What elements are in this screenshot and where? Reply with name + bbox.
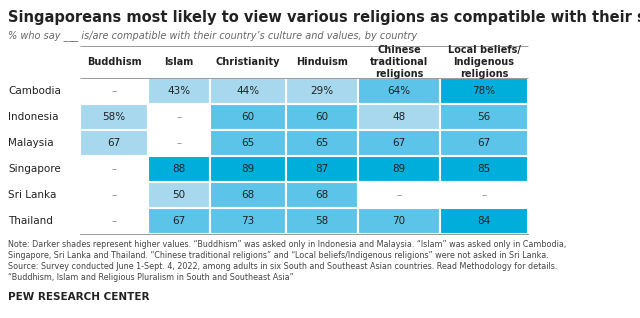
Bar <box>440 104 528 130</box>
Bar <box>210 78 286 104</box>
Text: 44%: 44% <box>236 86 260 96</box>
Text: 29%: 29% <box>310 86 333 96</box>
Text: 89: 89 <box>392 164 406 174</box>
Bar <box>440 208 528 234</box>
Bar <box>358 104 440 130</box>
Text: 67: 67 <box>172 216 186 226</box>
Bar <box>80 78 148 104</box>
Bar <box>358 208 440 234</box>
Text: –: – <box>177 112 182 122</box>
Text: Note: Darker shades represent higher values. “Buddhism” was asked only in Indone: Note: Darker shades represent higher val… <box>8 240 566 282</box>
Bar <box>286 104 358 130</box>
Bar <box>210 208 286 234</box>
Text: 64%: 64% <box>387 86 411 96</box>
Bar <box>210 130 286 156</box>
Bar <box>148 156 210 182</box>
Text: Islam: Islam <box>164 57 194 67</box>
Bar <box>80 104 148 130</box>
Text: 78%: 78% <box>472 86 495 96</box>
Text: 65: 65 <box>241 138 255 148</box>
Text: –: – <box>481 190 486 200</box>
Text: –: – <box>111 216 116 226</box>
Text: –: – <box>111 190 116 200</box>
Text: Indonesia: Indonesia <box>8 112 58 122</box>
Text: 67: 67 <box>108 138 120 148</box>
Text: –: – <box>111 164 116 174</box>
Text: 89: 89 <box>241 164 255 174</box>
Bar <box>286 208 358 234</box>
Text: 58: 58 <box>316 216 328 226</box>
Text: 58%: 58% <box>102 112 125 122</box>
Bar <box>80 208 148 234</box>
Bar <box>358 156 440 182</box>
Text: –: – <box>396 190 402 200</box>
Text: 65: 65 <box>316 138 328 148</box>
Text: Hinduism: Hinduism <box>296 57 348 67</box>
Bar <box>286 130 358 156</box>
Text: 70: 70 <box>392 216 406 226</box>
Text: –: – <box>111 86 116 96</box>
Bar <box>440 156 528 182</box>
Text: 67: 67 <box>477 138 491 148</box>
Text: 73: 73 <box>241 216 255 226</box>
Text: 85: 85 <box>477 164 491 174</box>
Text: 60: 60 <box>316 112 328 122</box>
Text: PEW RESEARCH CENTER: PEW RESEARCH CENTER <box>8 292 150 302</box>
Bar <box>210 104 286 130</box>
Text: 88: 88 <box>172 164 186 174</box>
Bar <box>358 78 440 104</box>
Text: Christianity: Christianity <box>216 57 280 67</box>
Text: Singaporeans most likely to view various religions as compatible with their soci: Singaporeans most likely to view various… <box>8 10 640 25</box>
Bar <box>440 130 528 156</box>
Text: 87: 87 <box>316 164 328 174</box>
Bar <box>148 104 210 130</box>
Bar <box>286 78 358 104</box>
Text: 50: 50 <box>172 190 186 200</box>
Bar <box>80 182 148 208</box>
Bar <box>80 156 148 182</box>
Text: 56: 56 <box>477 112 491 122</box>
Text: Thailand: Thailand <box>8 216 53 226</box>
Text: 84: 84 <box>477 216 491 226</box>
Bar <box>358 130 440 156</box>
Text: 67: 67 <box>392 138 406 148</box>
Bar <box>80 130 148 156</box>
Text: Malaysia: Malaysia <box>8 138 54 148</box>
Text: 68: 68 <box>241 190 255 200</box>
Text: 48: 48 <box>392 112 406 122</box>
Bar <box>440 78 528 104</box>
Bar <box>440 182 528 208</box>
Text: Singapore: Singapore <box>8 164 61 174</box>
Text: 68: 68 <box>316 190 328 200</box>
Text: Local beliefs/
Indigenous
religions: Local beliefs/ Indigenous religions <box>447 45 520 79</box>
Bar <box>148 208 210 234</box>
Bar <box>210 182 286 208</box>
Bar <box>148 130 210 156</box>
Text: Sri Lanka: Sri Lanka <box>8 190 56 200</box>
Text: –: – <box>177 138 182 148</box>
Bar <box>148 78 210 104</box>
Bar <box>148 182 210 208</box>
Text: Buddhism: Buddhism <box>86 57 141 67</box>
Bar <box>286 156 358 182</box>
Text: Chinese
traditional
religions: Chinese traditional religions <box>370 45 428 79</box>
Bar <box>286 182 358 208</box>
Bar <box>358 182 440 208</box>
Text: 43%: 43% <box>168 86 191 96</box>
Text: 60: 60 <box>241 112 255 122</box>
Text: Cambodia: Cambodia <box>8 86 61 96</box>
Bar <box>210 156 286 182</box>
Text: % who say ___ is/are compatible with their country’s culture and values, by coun: % who say ___ is/are compatible with the… <box>8 30 417 41</box>
